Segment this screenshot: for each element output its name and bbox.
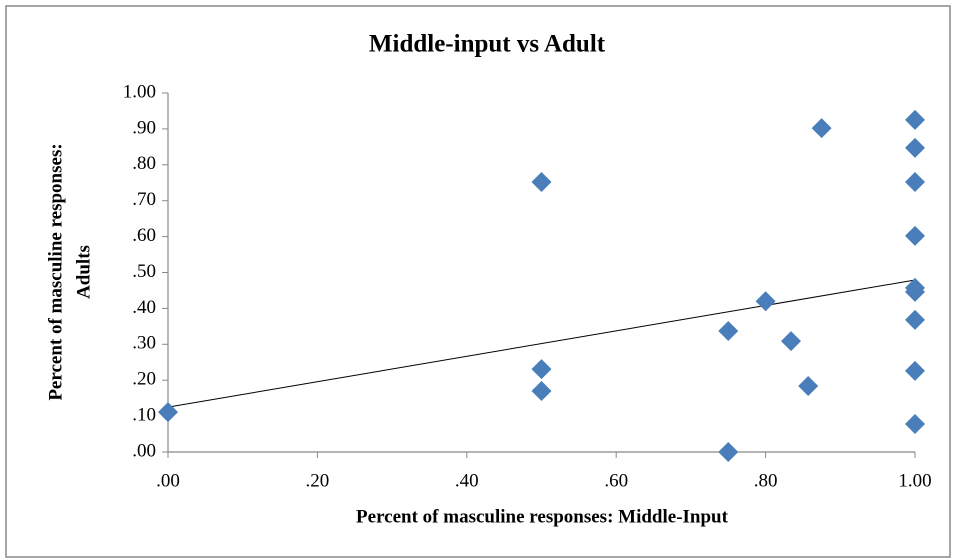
point xyxy=(531,359,552,380)
point xyxy=(755,291,776,312)
x-tick-label: .00 xyxy=(156,470,180,491)
point xyxy=(905,309,925,330)
point xyxy=(905,172,925,193)
point xyxy=(158,402,178,423)
point xyxy=(780,331,801,352)
point xyxy=(905,360,925,381)
point xyxy=(905,281,925,302)
point xyxy=(905,109,925,130)
y-tick-label: .80 xyxy=(132,153,156,174)
y-tick-label: .90 xyxy=(132,117,156,138)
point xyxy=(905,225,925,246)
point xyxy=(718,442,739,462)
trendline xyxy=(167,279,916,408)
point xyxy=(798,375,819,396)
y-tick-label: .40 xyxy=(132,297,156,318)
point xyxy=(718,321,739,342)
y-axis-label: Percent of masculine responses: Adults xyxy=(45,143,94,400)
point xyxy=(531,172,552,193)
x-tick-label: .40 xyxy=(455,470,479,491)
x-tick-label: 1.00 xyxy=(898,470,931,491)
point xyxy=(811,118,832,139)
y-tick-label: .20 xyxy=(132,369,156,390)
y-tick-label: .30 xyxy=(132,333,156,354)
x-tick-label: .60 xyxy=(604,470,628,491)
y-tick-label: .50 xyxy=(132,261,156,282)
y-tick-label: .60 xyxy=(132,225,156,246)
point xyxy=(531,380,552,401)
x-tick-label: .80 xyxy=(754,470,778,491)
y-tick-label: 1.00 xyxy=(123,81,156,102)
y-tick-label: .00 xyxy=(132,440,156,461)
x-tick-label: .20 xyxy=(306,470,330,491)
point xyxy=(905,413,925,434)
y-axis-label-line: Percent of masculine responses: xyxy=(45,143,66,400)
x-axis-label: Percent of masculine responses: Middle-I… xyxy=(356,506,729,527)
chart-frame xyxy=(5,5,951,558)
point xyxy=(905,137,925,158)
y-tick-label: .70 xyxy=(132,189,156,210)
chart-title: Middle-input vs Adult xyxy=(369,31,606,58)
y-axis-label-line: Adults xyxy=(73,245,94,299)
y-tick-label: .10 xyxy=(132,404,156,425)
